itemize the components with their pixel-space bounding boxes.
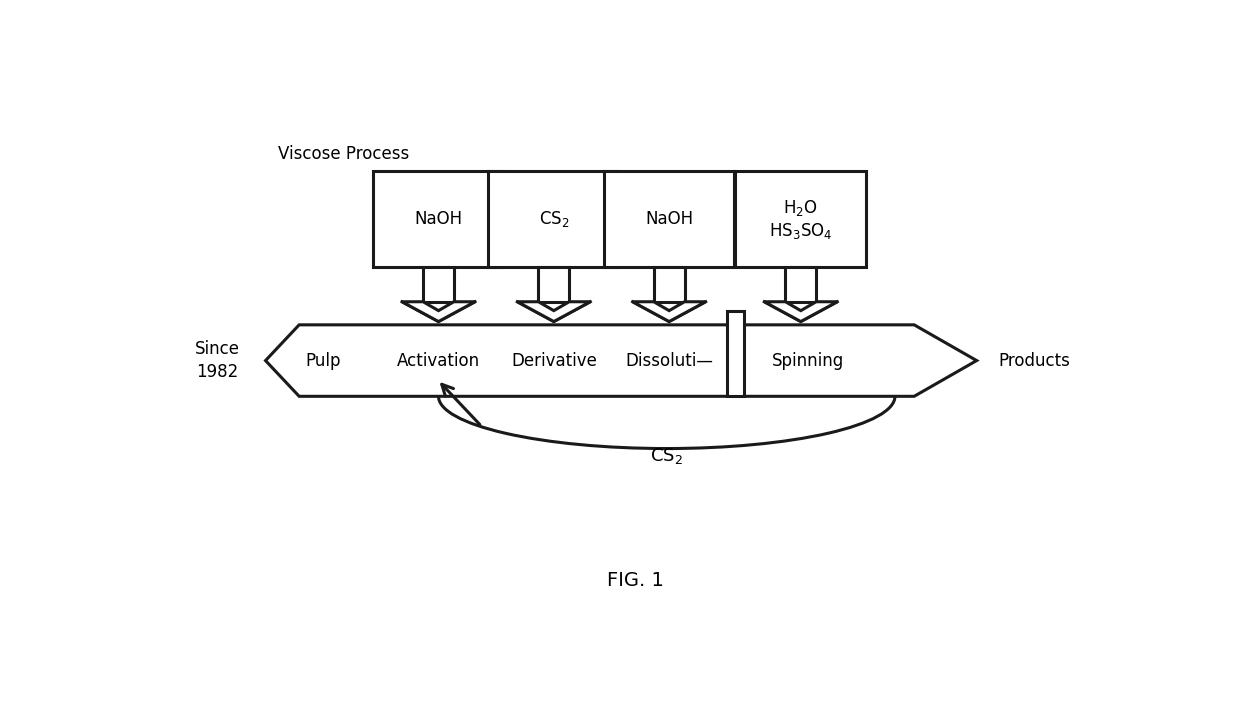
Polygon shape bbox=[402, 302, 475, 321]
Text: Dissoluti—: Dissoluti— bbox=[625, 351, 713, 370]
Polygon shape bbox=[764, 302, 837, 321]
Polygon shape bbox=[632, 302, 706, 321]
Bar bbox=[653, 267, 684, 302]
Bar bbox=[373, 171, 503, 267]
Polygon shape bbox=[265, 325, 977, 396]
Text: CS$_2$: CS$_2$ bbox=[538, 209, 569, 229]
Text: Derivative: Derivative bbox=[511, 351, 596, 370]
Text: CS$_2$: CS$_2$ bbox=[650, 446, 683, 466]
Text: NaOH: NaOH bbox=[645, 210, 693, 228]
Bar bbox=[727, 311, 744, 396]
Text: Viscose Process: Viscose Process bbox=[278, 146, 409, 164]
Text: Products: Products bbox=[998, 351, 1070, 370]
Text: Pulp: Pulp bbox=[305, 351, 341, 370]
Text: Spinning: Spinning bbox=[773, 351, 844, 370]
Text: Since
1982: Since 1982 bbox=[195, 341, 241, 381]
Text: H$_2$O
HS$_3$SO$_4$: H$_2$O HS$_3$SO$_4$ bbox=[769, 198, 832, 241]
Bar bbox=[604, 171, 734, 267]
Text: FIG. 1: FIG. 1 bbox=[608, 571, 663, 590]
Bar bbox=[423, 267, 454, 302]
Bar bbox=[735, 171, 867, 267]
Bar bbox=[538, 267, 569, 302]
Bar bbox=[489, 171, 619, 267]
Text: NaOH: NaOH bbox=[414, 210, 463, 228]
Polygon shape bbox=[517, 302, 590, 321]
Bar bbox=[785, 267, 816, 302]
Text: Activation: Activation bbox=[397, 351, 480, 370]
